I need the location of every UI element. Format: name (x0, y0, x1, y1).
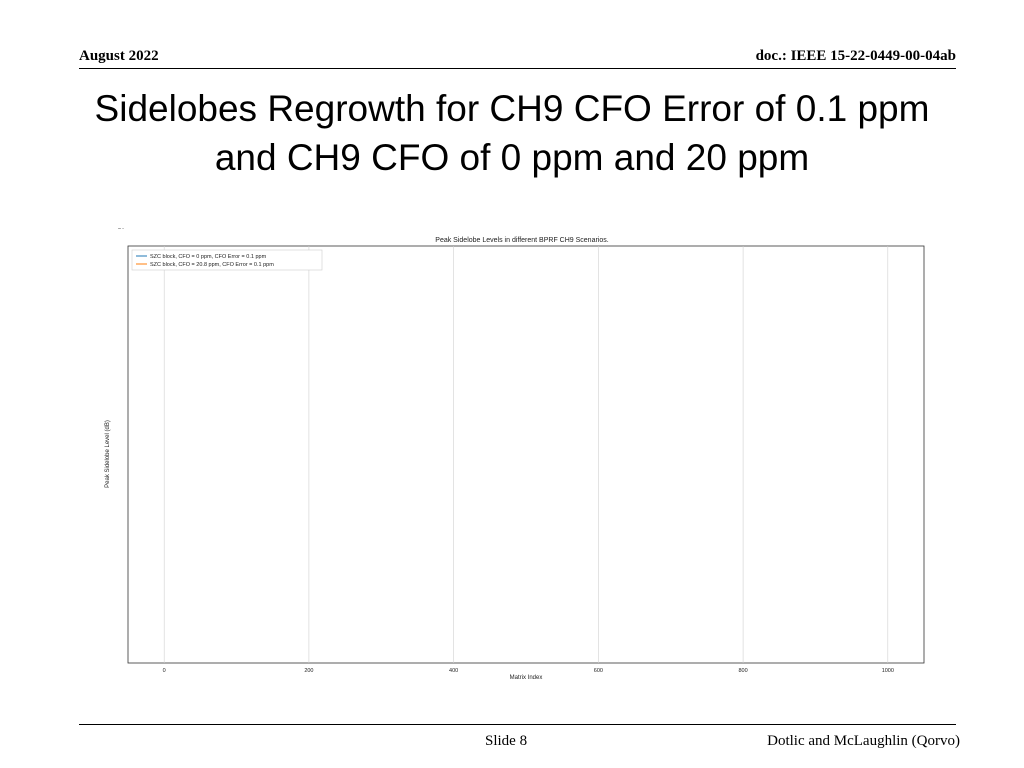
slide-title: Sidelobes Regrowth for CH9 CFO Error of … (94, 88, 930, 178)
sidelobe-line-chart: Peak Sidelobe Levels in different BPRF C… (105, 228, 925, 681)
x-tick-label-0: 0 (163, 668, 166, 674)
header-divider (79, 68, 956, 69)
x-tick-label-2: 400 (449, 668, 458, 674)
chart-legend: SZC block, CFO = 0 ppm, CFO Error = 0.1 … (131, 249, 323, 271)
x-tick-label-1: 200 (304, 668, 313, 674)
header-date: August 2022 (79, 48, 159, 64)
y-tick-label-0: −64 (115, 228, 124, 231)
y-axis-label: Peak Sidelobe Level (dB) (105, 420, 111, 488)
footer-divider (79, 724, 956, 725)
legend-box (131, 249, 323, 271)
x-tick-label-5: 1000 (882, 668, 894, 674)
slide-number: Slide 8 (485, 733, 528, 749)
footer-authors: Dotlic and McLaughlin (Qorvo) (767, 733, 960, 749)
header-doc-id: doc.: IEEE 15-22-0449-00-04ab (755, 48, 956, 64)
x-tick-label-3: 600 (594, 668, 603, 674)
plot-frame (127, 245, 925, 664)
legend-label-2: SZC block, CFO = 20.8 ppm, CFO Error = 0… (150, 262, 274, 268)
x-axis-label: Matrix Index (510, 675, 543, 681)
x-tick-label-4: 800 (738, 668, 747, 674)
legend-label-1: SZC block, CFO = 0 ppm, CFO Error = 0.1 … (150, 254, 267, 260)
grid-lines (163, 246, 889, 663)
chart-title: Peak Sidelobe Levels in different BPRF C… (435, 237, 608, 244)
